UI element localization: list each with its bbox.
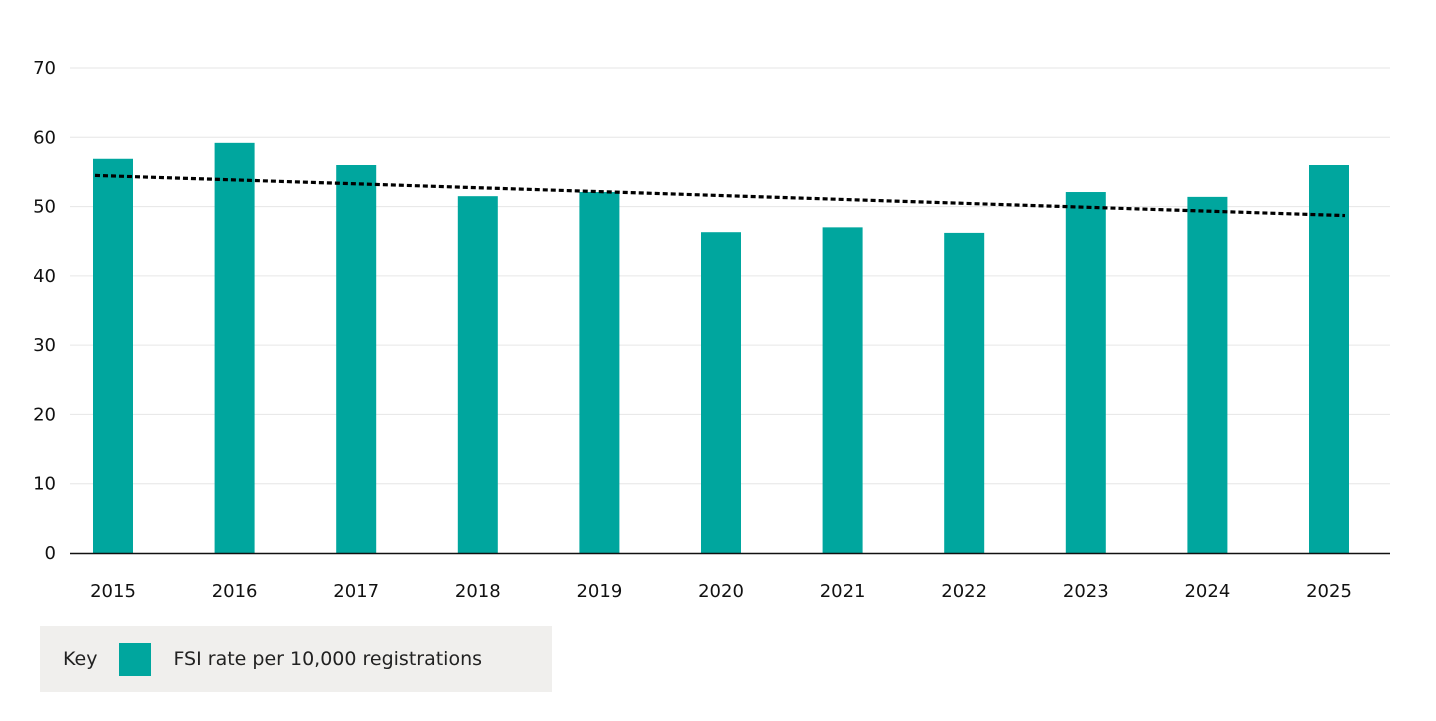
legend-label: FSI rate per 10,000 registrations [173,648,483,670]
x-tick-label-2015: 2015 [90,581,136,602]
bar-chart: 0 10 20 30 40 50 60 70 2015 2016 2017 2018 2019 2020… [33,58,1390,602]
x-tick-label-2016: 2016 [212,581,258,602]
bar-2022 [944,232,985,553]
y-tick-label: 70 [33,58,56,79]
y-tick-label: 10 [33,474,56,495]
bar-2025 [1309,165,1349,553]
bar-2018 [457,196,498,553]
y-tick-label: 40 [33,266,56,287]
bars [93,142,1349,554]
x-tick-label-2021: 2021 [820,581,866,602]
y-axis-ticks: 0 10 20 30 40 50 60 70 [33,58,56,564]
trendline [94,173,1346,218]
bar-2024 [1187,196,1228,553]
x-tick-label-2018: 2018 [455,581,501,602]
x-tick-label-2020: 2020 [698,581,744,602]
trendline-layer [94,173,1346,218]
y-tick-label: 60 [33,127,56,148]
bar-2017 [336,165,377,553]
y-tick-label: 50 [33,197,56,218]
x-axis-ticks: 2015 2016 2017 2018 2019 2020 2021 2022 2023 2024… [90,581,1352,602]
y-tick-label: 0 [45,543,56,564]
x-tick-label-2017: 2017 [333,581,379,602]
bar-2019 [579,192,620,553]
bar-2021 [822,227,863,553]
x-tick-label-2019: 2019 [576,581,622,602]
x-tick-label-2022: 2022 [941,581,987,602]
x-tick-label-2025: 2025 [1306,581,1352,602]
legend-swatch [119,642,152,676]
x-tick-label-2024: 2024 [1184,581,1230,602]
bar-2023 [1065,192,1106,553]
bar-2016 [214,142,255,554]
bar-2015 [93,158,133,553]
x-tick-label-2023: 2023 [1063,581,1109,602]
y-tick-label: 30 [33,335,56,356]
y-tick-label: 20 [33,404,56,425]
legend: Key FSI rate per 10,000 registrations [40,626,552,692]
bar-2020 [701,232,741,553]
legend-title: Key [63,648,98,670]
